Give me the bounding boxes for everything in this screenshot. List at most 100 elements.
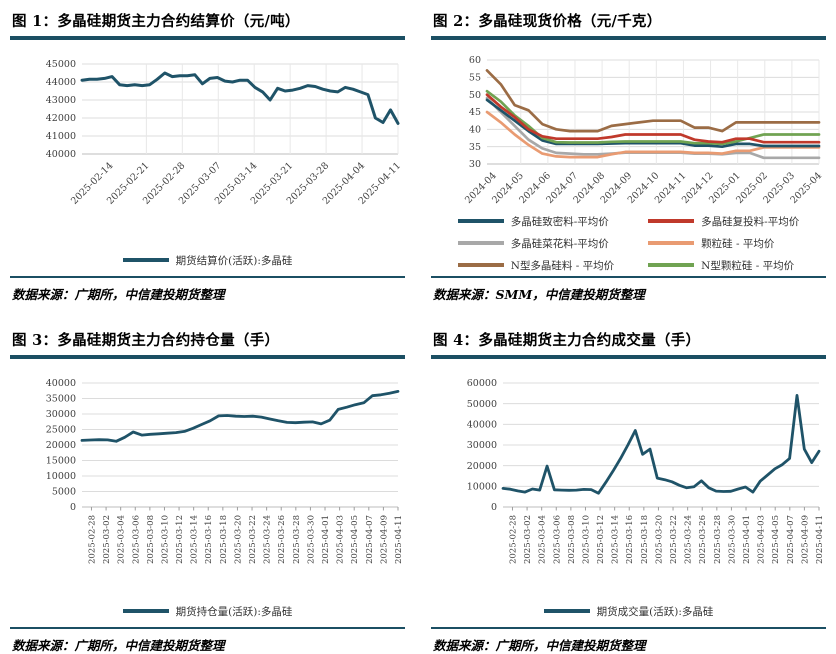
fig4-data-source: 数据来源：广期所，中信建投期货整理 [433,638,646,653]
panel-fig1: 图 1：多晶硅期货主力合约结算价（元/吨） 40000 41000 42000 430… [10,8,405,303]
x-tick-label: 2025-04-11 [815,515,825,564]
y-tick-label: 0 [70,502,76,513]
fig1-legend: 期货结算价(活跃):多晶硅 [10,253,405,268]
x-tick-label: 2025-04-05 [771,515,781,564]
x-tick-label: 2025-04-09 [379,515,389,564]
legend-label: N型多晶硅料 - 平均价 [510,259,615,272]
fig1-title-rule [10,36,405,40]
fig1-source-divider [10,275,405,278]
legend-item: 期货持仓量(活跃):多晶硅 [122,604,292,619]
legend-item: 期货结算价(活跃):多晶硅 [122,253,293,268]
y-tick-label: 30000 [467,440,497,451]
x-tick-label: 2025-03-14 [190,515,200,564]
legend-swatch [122,609,169,613]
legend-label: 期货成交量(活跃):多晶硅 [596,605,714,618]
y-tick-label: 20000 [46,440,76,451]
y-tick-label: 10000 [46,471,76,482]
fig4-title: 图 4：多晶硅期货主力合约成交量（手） [433,332,701,349]
fig1-chart: 40000 41000 42000 43000 44000 45000 2025-02-14… [10,52,405,230]
y-tick-label: 35 [469,141,481,152]
x-tick-label: 2025-03-20 [233,515,243,564]
series-line [485,89,821,145]
x-tick-label: 2025-03-04 [538,515,548,564]
y-tick-label: 45 [469,107,481,118]
legend-label: 期货结算价(活跃):多晶硅 [175,254,293,267]
legend-item: 多晶硅致密料-平均价 [457,214,614,229]
chart-canvas-fig2: 303540455055602024-042024-052024-062024-… [463,55,824,206]
x-tick-label: 2025-03-06 [552,515,562,564]
fig1-title: 图 1：多晶硅期货主力合约结算价（元/吨） [12,13,300,30]
y-tick-label: 25000 [46,424,76,435]
fig2-body: 30 35 40 45 50 55 60 2024-04 2024-05 2024-06 2024-… [431,52,826,272]
fig3-legend: 期货持仓量(活跃):多晶硅 [10,604,405,619]
fig3-data-source: 数据来源：广期所，中信建投期货整理 [12,638,225,653]
x-tick-label: 2025-04-03 [757,515,767,564]
fig4-body: 0 10000 20000 30000 40000 50000 60000 2025-02-2… [431,371,826,619]
fig2-data-source: 数据来源：SMM，中信建投期货整理 [433,287,645,302]
x-tick-label: 2025-03-10 [581,515,591,564]
x-tick-label: 2025-03-22 [669,515,679,564]
legend-label: 颗粒硅 - 平均价 [701,237,775,250]
fig2-source-divider [431,275,826,278]
legend-label: 多晶硅复投料-平均价 [701,215,800,228]
legend-label: N型颗粒硅 - 平均价 [701,259,795,272]
x-tick-label: 2025-03-26 [277,515,287,564]
y-tick-label: 35000 [46,393,76,404]
x-tick-label: 2025-04-01 [742,515,752,564]
y-tick-label: 40000 [46,378,76,389]
x-tick-label: 2025-03-20 [654,515,664,564]
legend-item: N型颗粒硅 - 平均价 [648,258,799,273]
x-tick-label: 2025-04-11 [394,515,404,564]
chart-canvas-fig3: 0 5000 10000 15000 20000 25000 30000 35000 40000… [46,378,404,564]
chart-canvas-fig4: 0 10000 20000 30000 40000 50000 60000 2025-02-2… [467,378,825,564]
fig2-title-rule [431,36,826,40]
y-tick-label: 30000 [46,409,76,420]
y-tick-label: 30 [469,159,481,170]
y-tick-label: 45000 [46,59,76,70]
y-tick-label: 40000 [46,149,76,160]
legend-swatch [457,241,504,245]
legend-item: 期货成交量(活跃):多晶硅 [543,604,714,619]
x-tick-label: 2025-04-03 [336,515,346,564]
fig1-body: 40000 41000 42000 43000 44000 45000 2025-02-14… [10,52,405,268]
legend-swatch [122,258,169,262]
fig4-title-rule [431,355,826,359]
x-tick-label: 2025-03-16 [625,515,635,564]
x-tick-label: 2025-03-04 [117,515,127,564]
y-tick-label: 60000 [467,378,497,389]
x-tick-label: 2025-04-07 [365,515,375,564]
y-tick-label: 42000 [46,113,76,124]
fig4-chart: 0 10000 20000 30000 40000 50000 60000 2025-02-2… [431,371,826,587]
legend-swatch [457,219,504,223]
y-tick-label: 50 [469,89,481,100]
x-tick-label: 2025-03-18 [219,515,229,564]
legend-item: 颗粒硅 - 平均价 [648,236,799,251]
y-tick-label: 50000 [467,398,497,409]
x-tick-label: 2025-03-14 [611,515,621,564]
legend-label: 多晶硅菜花料-平均价 [510,237,609,250]
panel-fig3: 图 3：多晶硅期货主力合约持仓量（手） 0 5000 10000 15000 20000… [10,327,405,654]
x-tick-label: 2025-03-18 [640,515,650,564]
series-line [80,71,400,125]
legend-item: N型多晶硅料 - 平均价 [457,258,615,273]
x-tick-label: 2025-03-12 [596,515,606,564]
x-tick-label: 2025-04-07 [786,515,796,564]
fig2-title: 图 2：多晶硅现货价格（元/千克） [433,13,662,30]
series-line [485,68,821,132]
x-tick-label: 2025-03-16 [204,515,214,564]
y-tick-label: 43000 [46,95,76,106]
y-tick-label: 40000 [467,419,497,430]
fig4-legend: 期货成交量(活跃):多晶硅 [431,604,826,619]
y-tick-label: 40 [469,124,481,135]
x-tick-label: 2025-04-01 [321,515,331,564]
x-tick-label: 2025-04-05 [350,515,360,564]
x-tick-label: 2025-03-10 [160,515,170,564]
y-tick-label: 0 [491,502,497,513]
x-tick-label: 2025-02-28 [87,515,97,564]
fig3-body: 0 5000 10000 15000 20000 25000 30000 35000 40000… [10,371,405,619]
legend-swatch [648,219,695,223]
chart-canvas-fig1: 4000041000420004300044000450002025-02-14… [46,59,403,207]
x-tick-label: 2025-03-28 [713,515,723,564]
legend-label: 多晶硅致密料-平均价 [510,215,609,228]
x-tick-label: 2025-03-08 [567,515,577,564]
